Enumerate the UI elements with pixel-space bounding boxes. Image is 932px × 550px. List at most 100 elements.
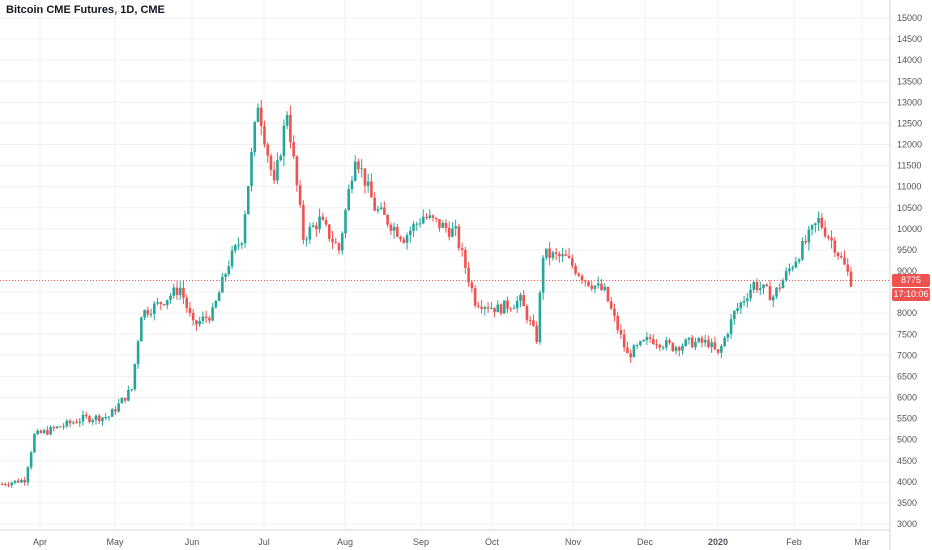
candle xyxy=(470,279,474,293)
candle-body xyxy=(762,284,765,289)
candle xyxy=(305,236,308,247)
y-tick-label: 8000 xyxy=(897,308,917,318)
candle xyxy=(360,159,363,178)
candle-body xyxy=(470,282,474,289)
candle xyxy=(551,250,555,261)
candle xyxy=(502,300,506,314)
y-tick-label: 15000 xyxy=(897,13,922,23)
candle-body xyxy=(486,307,490,309)
candle xyxy=(39,429,43,434)
candle-body xyxy=(272,169,276,181)
candle xyxy=(373,192,376,212)
candle-body xyxy=(224,274,227,277)
candle xyxy=(577,272,581,277)
candle-body xyxy=(483,307,487,309)
candle-body xyxy=(101,417,104,422)
candle xyxy=(315,222,318,238)
candle-body xyxy=(626,347,629,354)
candle-body xyxy=(172,287,176,296)
candle xyxy=(794,256,798,269)
candle-body xyxy=(386,214,389,225)
candle-body xyxy=(36,430,39,435)
candle xyxy=(752,280,756,294)
candle-body xyxy=(506,300,509,309)
candle xyxy=(509,306,513,313)
candle xyxy=(820,213,824,230)
candle-body xyxy=(755,282,759,290)
candle xyxy=(295,155,299,192)
candle-body xyxy=(843,257,846,265)
candle-body xyxy=(431,215,435,218)
candle xyxy=(652,334,655,346)
candle xyxy=(564,249,568,257)
candle-body xyxy=(396,226,399,237)
candle-body xyxy=(191,312,195,321)
candle-body xyxy=(114,409,117,412)
candle-body xyxy=(120,397,124,404)
candle-body xyxy=(52,427,56,429)
candle-body xyxy=(23,479,26,483)
candle xyxy=(687,337,691,345)
candle xyxy=(49,425,52,436)
y-axis[interactable]: 3000 3500 4000 4500 5000 5500 6000 6500 7000 7500… xyxy=(897,13,922,529)
candle-body xyxy=(379,207,383,210)
candle xyxy=(123,397,127,404)
candle xyxy=(114,405,117,415)
candle xyxy=(583,279,587,287)
candle xyxy=(457,223,461,252)
candle xyxy=(833,237,837,258)
candle xyxy=(107,416,111,421)
candle xyxy=(337,242,341,255)
candle xyxy=(399,235,402,242)
x-axis[interactable]: Apr May Jun Jul Aug Sep Oct Nov Dec 2020 Feb Mar xyxy=(33,537,870,547)
candle xyxy=(781,278,785,289)
candle-body xyxy=(687,337,691,340)
candle-body xyxy=(739,302,743,309)
candle xyxy=(195,319,198,331)
candle-body xyxy=(211,307,214,321)
x-tick-label: 2020 xyxy=(708,537,728,547)
candle-body xyxy=(791,267,794,269)
candle-body xyxy=(515,300,519,308)
candle-body xyxy=(681,345,684,351)
candle xyxy=(370,173,373,198)
candle xyxy=(814,222,817,233)
candle xyxy=(593,285,597,294)
candle xyxy=(136,339,140,369)
candle xyxy=(616,311,619,334)
candle-body xyxy=(836,252,840,257)
candle-body xyxy=(357,161,360,170)
x-tick-label: May xyxy=(106,537,124,547)
candle-body xyxy=(509,308,513,310)
candle-body xyxy=(428,215,432,218)
y-tick-label: 3000 xyxy=(897,519,917,529)
candle xyxy=(331,230,334,249)
candle-body xyxy=(788,268,791,272)
candle-body xyxy=(733,310,736,320)
candle-body xyxy=(490,307,493,309)
candle xyxy=(211,302,214,322)
y-tick-label: 6500 xyxy=(897,371,917,381)
candle xyxy=(739,301,743,315)
candle-body xyxy=(541,257,545,293)
candle-body xyxy=(29,452,33,468)
candle xyxy=(149,308,153,318)
candle-body xyxy=(645,337,649,341)
candle xyxy=(321,212,325,221)
candle xyxy=(120,397,124,404)
candle-body xyxy=(477,305,480,307)
y-tick-label: 13500 xyxy=(897,76,922,86)
candle xyxy=(7,481,10,488)
candle-body xyxy=(713,342,717,350)
candle xyxy=(88,414,91,424)
candle xyxy=(441,220,445,229)
candle xyxy=(690,335,694,349)
candle-body xyxy=(204,316,208,319)
candle xyxy=(172,283,176,299)
candle xyxy=(681,343,684,355)
candle xyxy=(788,263,791,276)
candle-body xyxy=(75,422,78,424)
candle-body xyxy=(259,107,263,127)
candle xyxy=(677,345,681,357)
